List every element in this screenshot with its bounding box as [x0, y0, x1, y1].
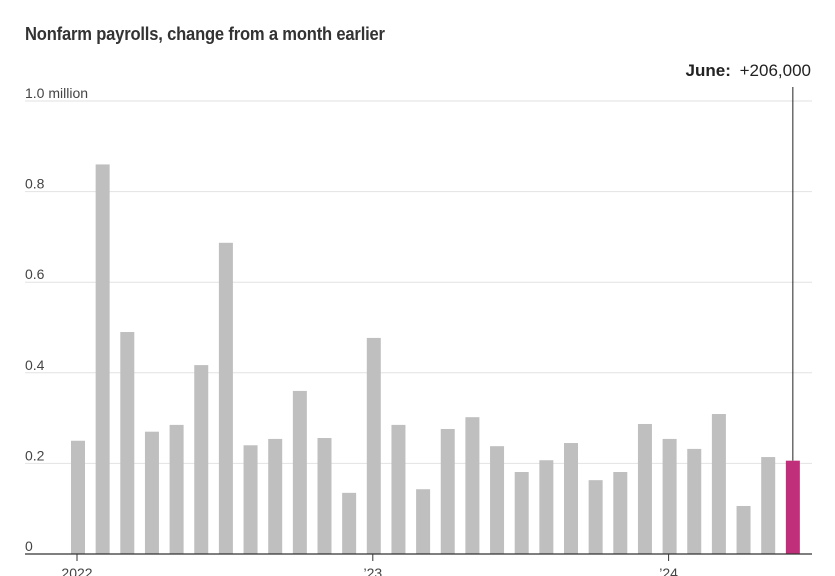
- bar: [95, 164, 110, 555]
- bar: [144, 431, 159, 554]
- bar: [662, 438, 677, 554]
- x-tick-label: ’24: [659, 565, 678, 576]
- bar: [292, 390, 307, 554]
- annotation-label: June: +206,000: [686, 61, 811, 80]
- annotation-month: June:: [686, 61, 731, 80]
- bar: [637, 423, 652, 554]
- bar-highlighted: [785, 460, 800, 554]
- bar: [194, 365, 209, 554]
- bar: [539, 460, 554, 554]
- bar: [366, 337, 381, 554]
- bar: [736, 505, 751, 554]
- bar: [440, 428, 455, 554]
- bar: [71, 440, 85, 554]
- x-tick-label: 2022: [61, 565, 92, 576]
- bar: [243, 445, 258, 554]
- bar: [465, 417, 480, 554]
- annotation-value: +206,000: [740, 61, 811, 80]
- y-tick-label: 0: [25, 538, 33, 554]
- bar: [317, 438, 332, 554]
- bar: [514, 472, 529, 554]
- bar: [564, 443, 578, 554]
- y-tick-label: 0.4: [25, 357, 45, 373]
- bar: [416, 489, 431, 554]
- bar: [391, 424, 406, 554]
- bar: [490, 446, 505, 554]
- bar: [711, 414, 726, 554]
- y-tick-label: 1.0 million: [25, 85, 88, 101]
- bar: [342, 492, 357, 554]
- bar: [218, 242, 233, 554]
- bar: [687, 448, 702, 554]
- x-tick-label: ’23: [363, 565, 382, 576]
- y-tick-label: 0.2: [25, 447, 45, 463]
- bar: [169, 424, 184, 554]
- bar: [761, 457, 776, 554]
- chart-title: Nonfarm payrolls, change from a month ea…: [25, 24, 385, 44]
- bar: [613, 472, 628, 554]
- y-tick-label: 0.6: [25, 266, 45, 282]
- bar: [588, 480, 603, 554]
- bar: [268, 438, 283, 554]
- y-tick-label: 0.8: [25, 176, 45, 192]
- bar: [120, 332, 135, 554]
